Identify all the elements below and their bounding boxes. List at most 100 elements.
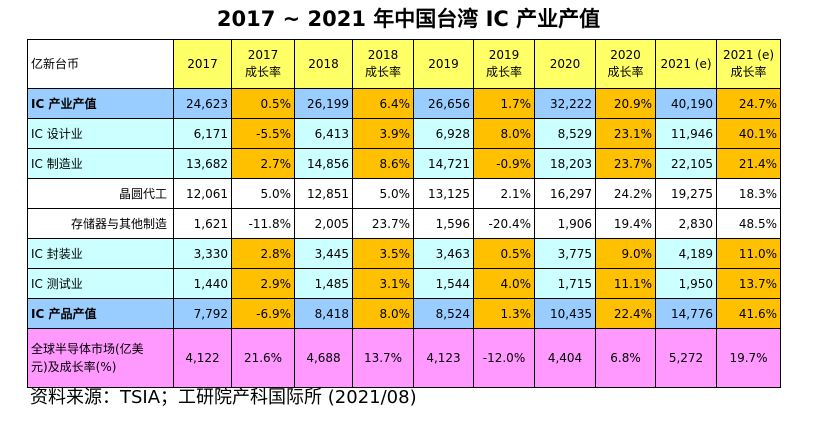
- growth-cell: 1.3%: [473, 298, 535, 329]
- growth-cell: 23.7%: [352, 208, 414, 239]
- value-cell: 1,596: [413, 208, 474, 239]
- value-cell: 16,297: [534, 178, 596, 209]
- growth-cell: 11.1%: [595, 268, 656, 299]
- value-cell: 8,418: [294, 298, 353, 329]
- value-cell: 13,682: [173, 148, 232, 179]
- growth-cell: 20.9%: [595, 88, 656, 119]
- value-cell: 8,524: [413, 298, 474, 329]
- value-cell: 7,792: [173, 298, 232, 329]
- growth-cell: 8.0%: [473, 118, 535, 149]
- growth-cell: 5.0%: [231, 178, 295, 209]
- header-cell: 2021 (e) 成长率: [716, 39, 781, 89]
- growth-cell: 18.3%: [716, 178, 781, 209]
- header-label: 亿新台币: [31, 56, 80, 71]
- value-cell: 11,946: [655, 118, 717, 149]
- value-cell: 1,544: [413, 268, 474, 299]
- header-cell: 2017: [173, 39, 232, 89]
- growth-cell: 8.6%: [352, 148, 414, 179]
- growth-cell: 48.5%: [716, 208, 781, 239]
- source-note: 资料来源：TSIA；工研院产科国际所 (2021/08): [30, 387, 417, 408]
- table-row: IC 制造业 13,682 2.7% 14,856 8.6% 14,721 -0.9% 18,…: [27, 148, 781, 179]
- growth-cell: 5.0%: [352, 178, 414, 209]
- page-title: 2017 ~ 2021 年中国台湾 IC 产业产值: [216, 7, 601, 31]
- growth-cell: 19.7%: [716, 328, 781, 388]
- value-cell: 12,851: [294, 178, 353, 209]
- value-cell: 26,199: [294, 88, 353, 119]
- growth-cell: 0.5%: [473, 238, 535, 269]
- growth-cell: -6.9%: [231, 298, 295, 329]
- growth-cell: 2.9%: [231, 268, 295, 299]
- value-cell: 2,830: [655, 208, 717, 239]
- header-cell: 2020: [534, 39, 596, 89]
- value-cell: 1,485: [294, 268, 353, 299]
- header-label: 2017: [187, 56, 218, 71]
- value-cell: 4,189: [655, 238, 717, 269]
- growth-cell: 6.4%: [352, 88, 414, 119]
- growth-cell: 22.4%: [595, 298, 656, 329]
- row-label: IC 设计业: [27, 118, 174, 149]
- growth-cell: 2.8%: [231, 238, 295, 269]
- table-row: IC 设计业 6,171 -5.5% 6,413 3.9% 6,928 8.0% 8,529 2…: [27, 118, 781, 149]
- value-cell: 6,413: [294, 118, 353, 149]
- value-cell: 10,435: [534, 298, 596, 329]
- table-row: IC 产业产值 24,623 0.5% 26,199 6.4% 26,656 1.7% 32,…: [27, 88, 781, 119]
- row-label: IC 封装业: [27, 238, 174, 269]
- header-cell: 2018: [294, 39, 353, 89]
- growth-cell: 24.7%: [716, 88, 781, 119]
- value-cell: 8,529: [534, 118, 596, 149]
- value-cell: 1,621: [173, 208, 232, 239]
- growth-cell: -11.8%: [231, 208, 295, 239]
- value-cell: 1,715: [534, 268, 596, 299]
- growth-cell: 19.4%: [595, 208, 656, 239]
- growth-cell: 4.0%: [473, 268, 535, 299]
- value-cell: 1,906: [534, 208, 596, 239]
- growth-cell: 40.1%: [716, 118, 781, 149]
- header-label: 成长率: [607, 65, 644, 79]
- value-cell: 26,656: [413, 88, 474, 119]
- value-cell: 14,776: [655, 298, 717, 329]
- row-label: 全球半导体市场(亿美 元)及成长率(%): [27, 328, 174, 388]
- growth-cell: 41.6%: [716, 298, 781, 329]
- growth-cell: 3.5%: [352, 238, 414, 269]
- table-row: 全球半导体市场(亿美 元)及成长率(%) 4,122 21.6% 4,688 13.7% 4…: [27, 328, 781, 388]
- growth-cell: 13.7%: [716, 268, 781, 299]
- row-label: IC 测试业: [27, 268, 174, 299]
- header-label: 2021 (e): [722, 48, 775, 62]
- table-row: 存储器与其他制造 1,621 -11.8% 2,005 23.7% 1,596 -20.4%…: [27, 208, 781, 239]
- value-cell: 18,203: [534, 148, 596, 179]
- value-cell: 3,775: [534, 238, 596, 269]
- header-unit: 亿新台币: [27, 39, 174, 89]
- row-label: IC 制造业: [27, 148, 174, 179]
- growth-cell: 8.0%: [352, 298, 414, 329]
- header-label: 2019: [488, 48, 520, 62]
- header-label: 2017: [247, 48, 279, 62]
- growth-cell: -20.4%: [473, 208, 535, 239]
- value-cell: 12,061: [173, 178, 232, 209]
- growth-cell: 11.0%: [716, 238, 781, 269]
- value-cell: 5,272: [655, 328, 717, 388]
- growth-cell: 3.1%: [352, 268, 414, 299]
- header-label: 2019: [428, 56, 459, 71]
- growth-cell: 9.0%: [595, 238, 656, 269]
- header-cell: 2018 成长率: [352, 39, 414, 89]
- value-cell: 4,688: [294, 328, 353, 388]
- value-cell: 14,721: [413, 148, 474, 179]
- value-cell: 4,404: [534, 328, 596, 388]
- value-cell: 6,171: [173, 118, 232, 149]
- growth-cell: 6.8%: [595, 328, 656, 388]
- growth-cell: 1.7%: [473, 88, 535, 119]
- header-cell: 2021 (e): [655, 39, 717, 89]
- header-label: 成长率: [485, 65, 522, 79]
- growth-cell: 21.4%: [716, 148, 781, 179]
- value-cell: 40,190: [655, 88, 717, 119]
- header-cell: 2019 成长率: [473, 39, 535, 89]
- growth-cell: -12.0%: [473, 328, 535, 388]
- value-cell: 24,623: [173, 88, 232, 119]
- header-cell: 2019: [413, 39, 474, 89]
- table-row: 晶圆代工 12,061 5.0% 12,851 5.0% 13,125 2.1% 16,297…: [27, 178, 781, 209]
- header-label: 2020: [549, 56, 581, 71]
- value-cell: 4,122: [173, 328, 232, 388]
- value-cell: 19,275: [655, 178, 717, 209]
- growth-cell: 23.7%: [595, 148, 656, 179]
- value-cell: 1,950: [655, 268, 717, 299]
